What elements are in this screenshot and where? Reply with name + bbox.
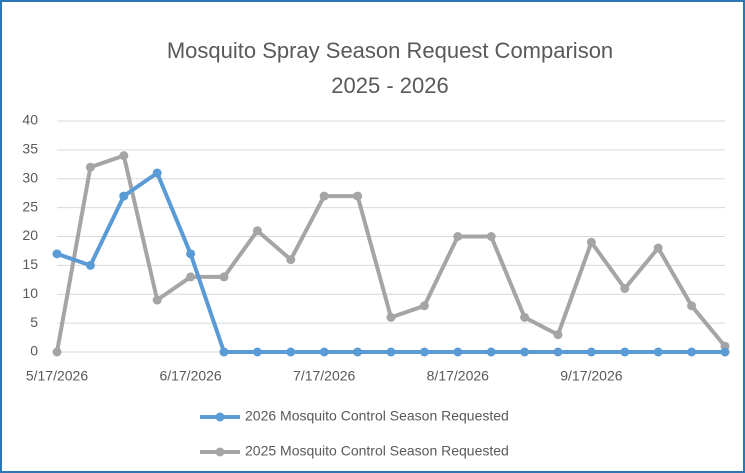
data-point — [419, 301, 429, 311]
data-point — [720, 347, 730, 357]
data-point — [419, 347, 429, 357]
data-point — [119, 151, 129, 161]
data-point — [486, 347, 496, 357]
data-point — [219, 347, 229, 357]
data-point — [152, 168, 162, 178]
data-point — [252, 347, 262, 357]
data-point — [620, 283, 630, 293]
x-tick-label: 7/17/2026 — [293, 368, 355, 384]
data-point — [453, 232, 463, 241]
data-point — [486, 232, 496, 241]
data-point — [520, 312, 530, 322]
data-point — [119, 191, 129, 201]
chart-title: Mosquito Spray Season Request Comparison — [167, 38, 613, 63]
legend-label: 2025 Mosquito Control Season Requested — [245, 443, 509, 459]
data-point — [353, 347, 363, 357]
data-point — [653, 347, 663, 357]
data-point — [219, 272, 229, 282]
y-tick-label: 20 — [22, 227, 38, 243]
data-point — [186, 272, 196, 282]
x-tick-label: 8/17/2026 — [427, 368, 489, 384]
data-point — [687, 301, 697, 311]
data-point — [386, 347, 396, 357]
data-point — [586, 237, 596, 247]
data-point — [453, 347, 463, 357]
data-point — [687, 347, 697, 357]
y-tick-label: 0 — [30, 343, 38, 359]
y-tick-label: 15 — [22, 256, 38, 272]
data-point — [386, 312, 396, 322]
chart-subtitle: 2025 - 2026 — [331, 73, 448, 98]
x-tick-label: 5/17/2026 — [26, 368, 88, 384]
data-point — [186, 249, 196, 259]
data-point — [553, 330, 563, 340]
y-tick-label: 10 — [22, 285, 38, 301]
data-point — [85, 162, 95, 172]
data-point — [52, 347, 62, 357]
data-point — [353, 191, 363, 201]
data-point — [286, 347, 296, 357]
legend-marker — [215, 447, 225, 457]
data-point — [319, 191, 329, 201]
legend-marker — [215, 412, 225, 422]
x-tick-label: 9/17/2026 — [560, 368, 622, 384]
data-point — [553, 347, 563, 357]
data-point — [620, 347, 630, 357]
data-point — [252, 226, 262, 236]
data-point — [586, 347, 596, 357]
y-tick-label: 35 — [22, 141, 38, 157]
data-point — [286, 255, 296, 265]
y-tick-label: 30 — [22, 169, 38, 185]
legend-label: 2026 Mosquito Control Season Requested — [245, 408, 509, 424]
y-tick-label: 5 — [30, 314, 38, 330]
data-point — [85, 260, 95, 270]
data-point — [319, 347, 329, 357]
data-point — [520, 347, 530, 357]
data-point — [52, 249, 62, 259]
y-tick-label: 25 — [22, 198, 38, 214]
data-point — [653, 243, 663, 253]
data-point — [152, 295, 162, 305]
x-tick-label: 6/17/2026 — [159, 368, 221, 384]
y-tick-label: 40 — [22, 112, 38, 128]
